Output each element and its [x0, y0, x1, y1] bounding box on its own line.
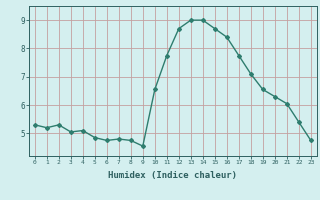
X-axis label: Humidex (Indice chaleur): Humidex (Indice chaleur) — [108, 171, 237, 180]
